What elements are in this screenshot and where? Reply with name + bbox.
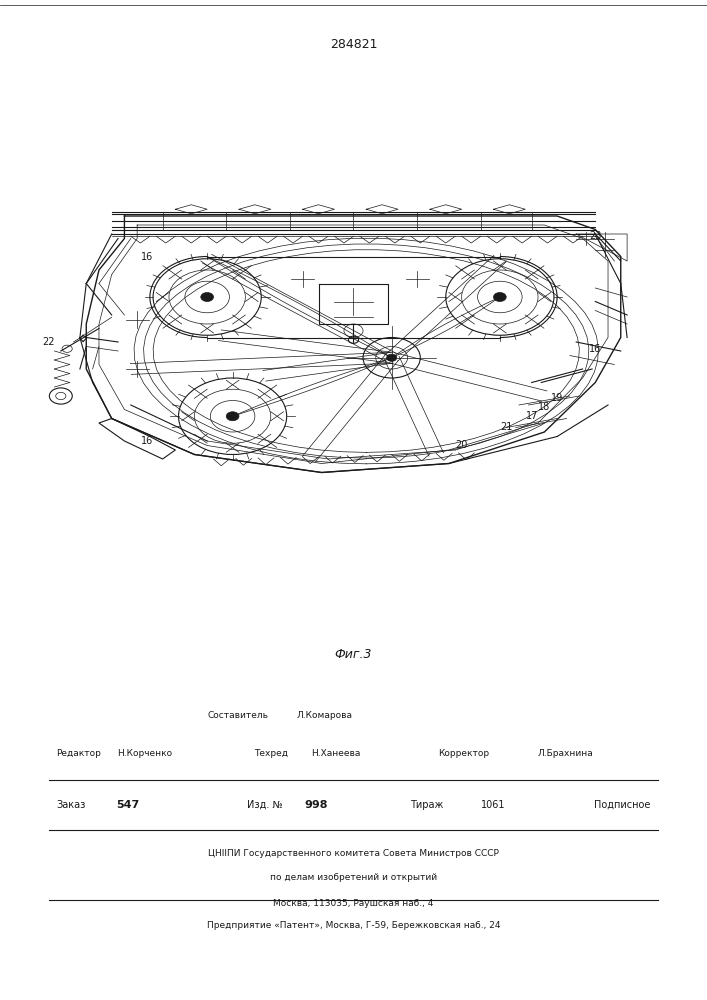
Text: по делам изобретений и открытий: по делам изобретений и открытий [270, 874, 437, 883]
Text: 1061: 1061 [481, 800, 506, 810]
Text: Тираж: Тираж [410, 800, 443, 810]
Text: 18: 18 [538, 402, 551, 412]
Ellipse shape [201, 292, 214, 302]
Text: 284821: 284821 [329, 37, 378, 50]
Text: Техред: Техред [255, 748, 288, 758]
Text: 16: 16 [141, 436, 153, 446]
Text: 19: 19 [551, 393, 563, 403]
Text: Л.Брахнина: Л.Брахнина [537, 748, 593, 758]
Text: 17: 17 [525, 411, 538, 421]
Text: Корректор: Корректор [438, 748, 489, 758]
Text: Составитель: Составитель [208, 710, 269, 720]
Ellipse shape [493, 292, 506, 302]
Text: Редактор: Редактор [57, 748, 101, 758]
Text: 16: 16 [141, 252, 153, 262]
Text: Заказ: Заказ [57, 800, 86, 810]
Text: Фиг.3: Фиг.3 [334, 648, 373, 662]
Ellipse shape [226, 412, 239, 421]
Text: Н.Корченко: Н.Корченко [117, 748, 172, 758]
Ellipse shape [387, 354, 397, 361]
Text: Подписное: Подписное [594, 800, 650, 810]
Text: 20: 20 [455, 440, 468, 450]
Text: ЦНIIПИ Государственного комитета Совета Министров СССР: ЦНIIПИ Государственного комитета Совета … [208, 848, 499, 858]
Text: 547: 547 [117, 800, 140, 810]
Bar [35, 180, 672, 630]
Text: 21: 21 [500, 422, 513, 432]
Text: Москва, 113035, Раушская наб., 4: Москва, 113035, Раушская наб., 4 [274, 899, 433, 908]
Text: 22: 22 [42, 337, 54, 347]
Text: Н.Ханеева: Н.Ханеева [311, 748, 361, 758]
Text: 998: 998 [304, 800, 327, 810]
Text: Л.Комарова: Л.Комарова [297, 710, 353, 720]
Text: Изд. №: Изд. № [247, 800, 283, 810]
Text: 23: 23 [589, 231, 602, 241]
Text: Предприятие «Патент», Москва, Г-59, Бережковская наб., 24: Предприятие «Патент», Москва, Г-59, Бере… [206, 920, 501, 930]
Text: 16: 16 [589, 344, 602, 354]
